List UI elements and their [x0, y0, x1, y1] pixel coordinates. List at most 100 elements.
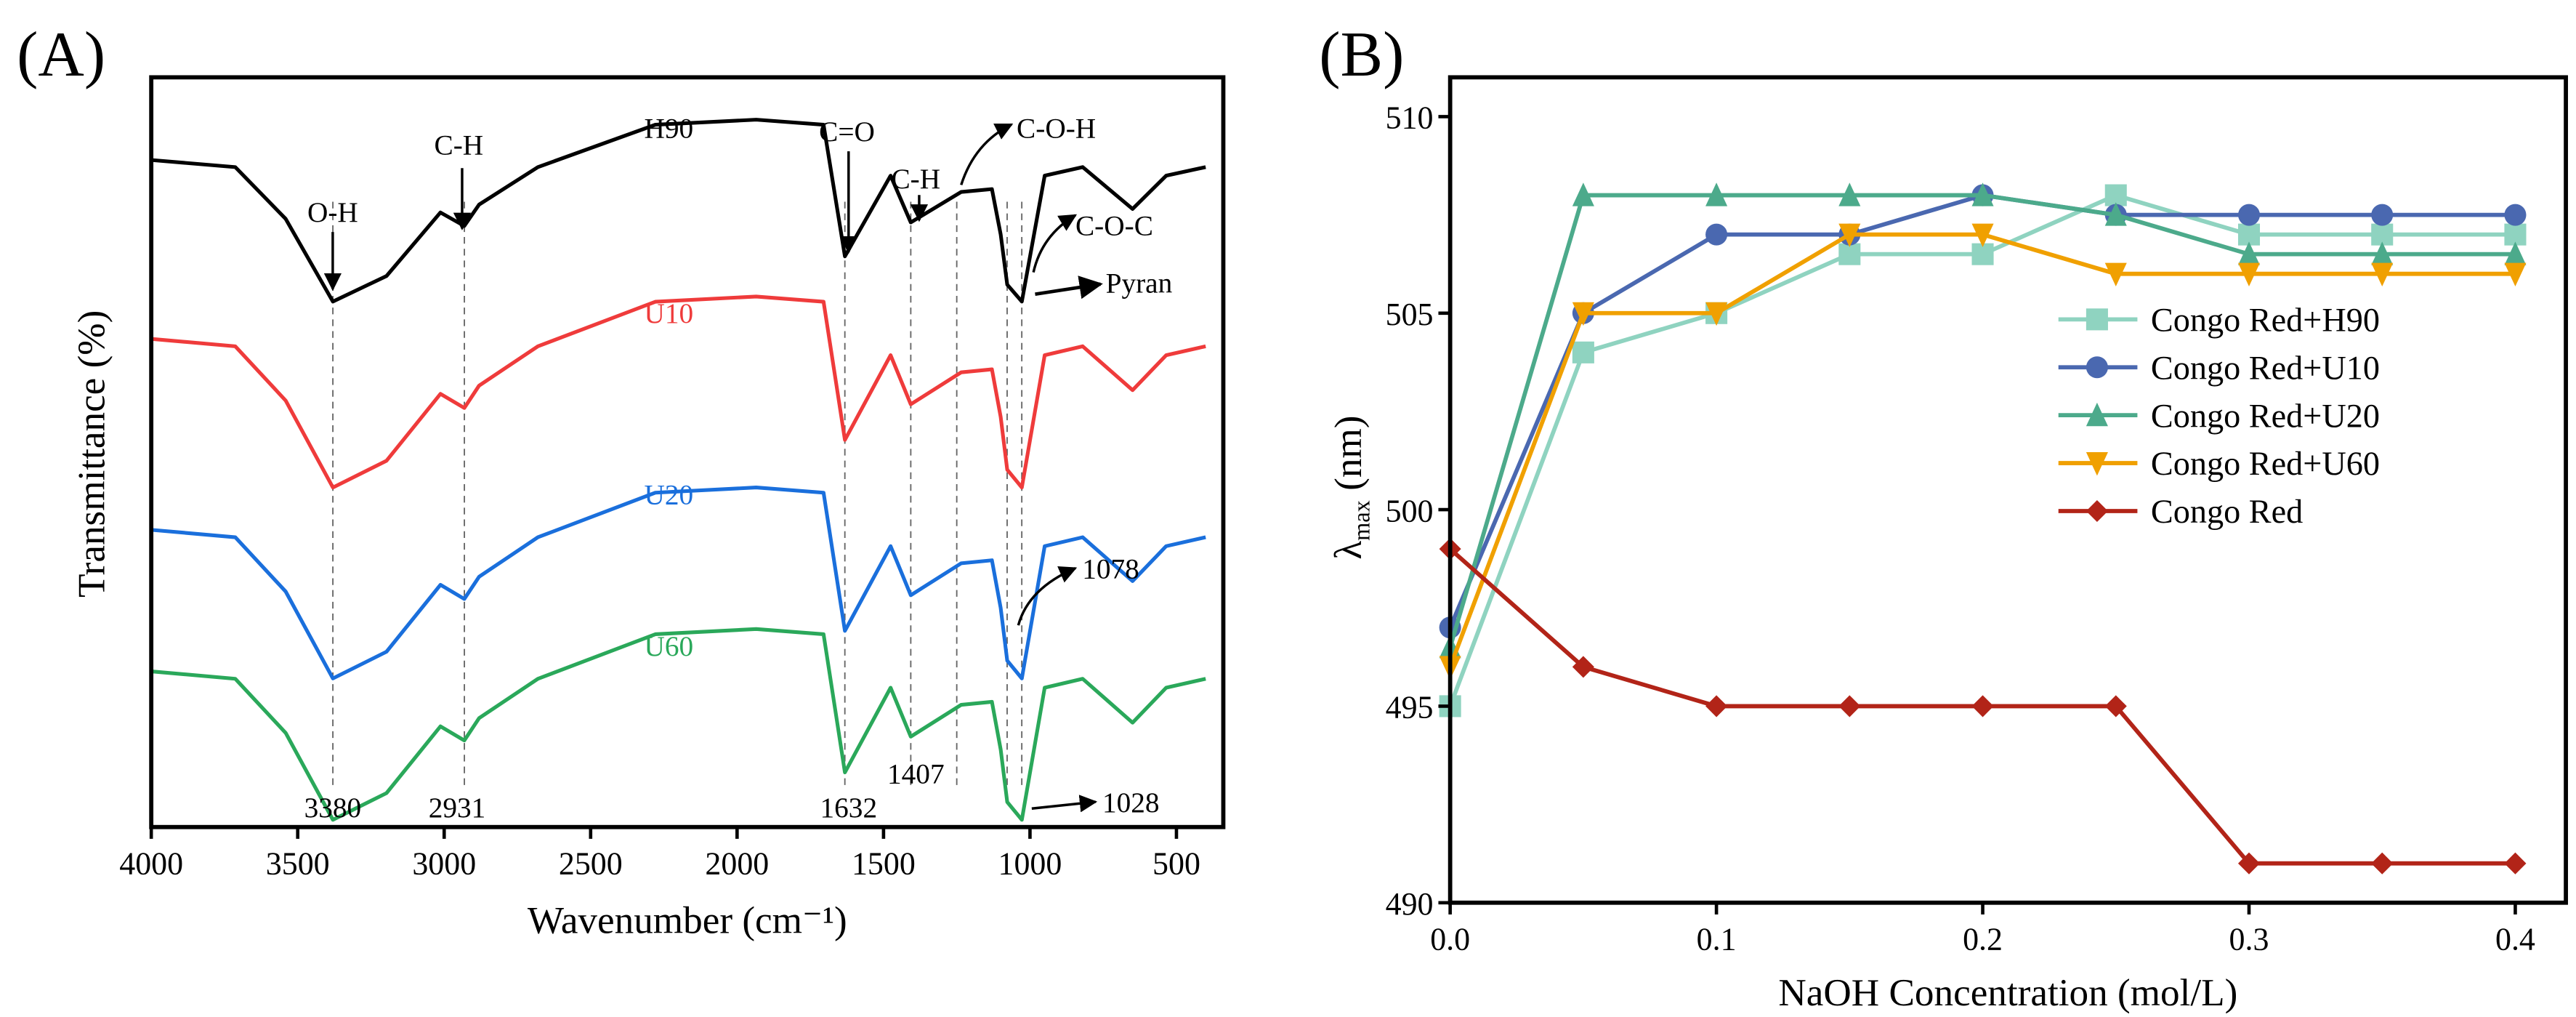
data-point	[1572, 182, 1594, 206]
series-label-h90: H90	[645, 113, 694, 145]
data-point	[2237, 262, 2261, 287]
legend-item: Congo Red+H90	[2058, 302, 2380, 339]
y-tick-label: 500	[1386, 493, 1434, 528]
legend-marker	[2086, 356, 2108, 379]
y-tick-label: 510	[1386, 100, 1434, 136]
data-point	[2371, 204, 2394, 226]
panel-b-ticks: 0.0 0.1 0.2 0.3 0.4 490 495 500 505 510	[1386, 100, 2535, 957]
x-tick-label: 500	[1152, 845, 1200, 881]
legend-label: Congo Red+H90	[2151, 302, 2380, 339]
data-point	[2371, 262, 2394, 287]
legend: Congo Red+H90 Congo Red+U10 Congo Red+U20 C…	[2058, 302, 2380, 531]
panel-a: (A) 4000 3500 3000 2500 2000 1500 1000 500 Wave…	[17, 20, 1226, 941]
arrow-c-o-h	[960, 123, 1014, 185]
annotation-1407: 1407	[887, 758, 945, 790]
y-tick-label: 505	[1386, 297, 1434, 332]
legend-marker	[2086, 402, 2108, 427]
series-label-u60: U60	[645, 630, 694, 662]
annotation-pyran: Pyran	[1106, 267, 1173, 299]
data-point	[2237, 241, 2261, 265]
data-point	[1705, 695, 1728, 717]
x-tick-label: 0.3	[2229, 922, 2269, 957]
arrow-1028	[1031, 795, 1098, 813]
y-tick-label: 495	[1386, 690, 1434, 725]
series-congo-red-u60	[1439, 223, 2527, 680]
data-point	[1838, 182, 1861, 206]
legend-label: Congo Red+U60	[2151, 446, 2380, 483]
data-point	[1705, 302, 1728, 326]
data-point	[1971, 695, 1994, 717]
legend-item: Congo Red+U60	[2058, 446, 2380, 483]
data-point	[2104, 202, 2127, 226]
x-tick-label: 0.0	[1430, 922, 1470, 957]
panel-a-x-label: Wavenumber (cm⁻¹)	[528, 899, 847, 941]
data-point	[2104, 262, 2127, 287]
x-tick-label: 0.1	[1697, 922, 1737, 957]
arrow-1078	[1017, 566, 1078, 626]
y-unit: (nm)	[1327, 416, 1370, 501]
x-tick-label: 1500	[852, 845, 916, 881]
annotation-1078: 1078	[1082, 552, 1139, 584]
x-tick-label: 1000	[998, 845, 1062, 881]
spectrum-u60	[150, 627, 1206, 822]
annotation-c-o-h: C-O-H	[1017, 113, 1096, 145]
arrow-c-o-c	[1032, 214, 1078, 273]
panel-b: (B) 0.0 0.1 0.2 0.3 0.4 490 495 500 505 510 NaOH …	[1319, 20, 2568, 1014]
x-tick-label: 0.2	[1963, 922, 2003, 957]
legend-label: Congo Red+U20	[2151, 398, 2380, 435]
data-point	[1572, 302, 1594, 326]
data-point	[2504, 241, 2527, 265]
series-congo-red	[1439, 538, 2527, 875]
data-point	[2371, 241, 2394, 265]
panel-a-plot	[150, 118, 1206, 822]
x-tick-label: 3500	[266, 845, 330, 881]
annotation-3380: 3380	[304, 792, 362, 824]
spectrum-h90	[150, 118, 1206, 304]
data-point	[1572, 341, 1594, 363]
annotation-c-h-1: C-H	[434, 129, 483, 161]
panel-a-y-label: Transmittance (%)	[70, 310, 113, 598]
panel-b-x-label: NaOH Concentration (mol/L)	[1778, 971, 2237, 1014]
data-point	[1838, 223, 1861, 247]
x-tick-label: 2500	[559, 845, 623, 881]
y-tick-label: 490	[1386, 886, 1434, 922]
panel-a-x-ticks: 4000 3500 3000 2500 2000 1500 1000 500	[119, 827, 1200, 881]
data-point	[2504, 204, 2527, 226]
legend-label: Congo Red	[2151, 494, 2303, 531]
panel-b-label: (B)	[1319, 20, 1404, 90]
annotation-c-h-2: C-H	[891, 163, 940, 195]
annotation-o-h: O-H	[307, 196, 358, 228]
legend-marker	[2086, 499, 2108, 522]
annotation-1028: 1028	[1102, 787, 1160, 819]
spectrum-u10	[150, 294, 1206, 490]
data-point	[1572, 656, 1594, 678]
data-point	[1971, 223, 1994, 247]
legend-marker	[2086, 452, 2108, 476]
series-label-u10: U10	[645, 297, 694, 329]
legend-item: Congo Red+U20	[2058, 398, 2380, 435]
arrow-pyran	[1035, 276, 1103, 300]
data-point	[2504, 852, 2527, 875]
data-point	[2504, 262, 2527, 287]
series-label-u20: U20	[645, 479, 694, 511]
legend-marker	[2086, 308, 2108, 331]
data-point	[1705, 182, 1728, 206]
panel-a-frame	[149, 75, 1226, 829]
legend-item: Congo Red+U10	[2058, 350, 2380, 387]
data-point	[1705, 223, 1728, 246]
x-tick-label: 2000	[705, 845, 769, 881]
panel-a-annotations: O-H C-H H90 C=O C-H C-O-H C-O-C Pyran U1…	[304, 113, 1173, 824]
data-point	[2237, 204, 2261, 226]
panel-b-plot	[1439, 182, 2527, 875]
data-point	[2104, 695, 2127, 717]
panel-a-label: (A)	[17, 20, 105, 90]
data-point	[2371, 852, 2394, 875]
data-point	[1838, 695, 1861, 717]
data-point	[1971, 182, 1994, 206]
series-congo-red-h90	[1439, 184, 2527, 717]
lambda-subscript: max	[1349, 500, 1376, 541]
x-tick-label: 3000	[412, 845, 476, 881]
annotation-2931: 2931	[429, 792, 486, 824]
x-tick-label: 4000	[119, 845, 183, 881]
